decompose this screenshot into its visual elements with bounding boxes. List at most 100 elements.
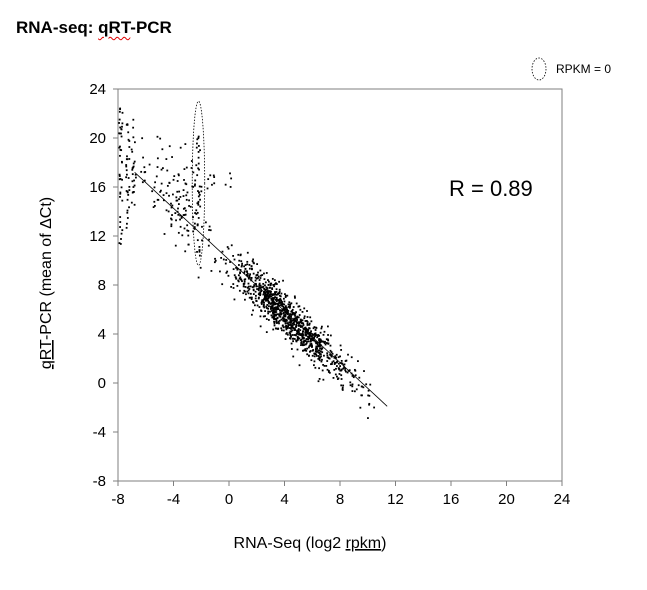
data-point <box>214 259 217 262</box>
data-point <box>286 310 289 313</box>
data-point <box>125 173 128 176</box>
data-point <box>280 299 283 302</box>
data-point <box>273 322 276 325</box>
data-point <box>127 131 130 134</box>
data-point <box>126 217 129 219</box>
data-point <box>183 227 186 230</box>
data-point <box>170 217 172 220</box>
data-point <box>253 284 256 287</box>
data-point <box>246 271 249 273</box>
data-point <box>254 290 257 293</box>
data-point <box>177 213 180 216</box>
x-tick-label: 24 <box>554 491 571 508</box>
data-point <box>267 289 269 292</box>
data-point <box>276 302 278 305</box>
data-point <box>159 137 162 140</box>
data-point <box>225 259 228 261</box>
data-point <box>296 337 299 340</box>
data-point <box>296 329 299 332</box>
data-point <box>302 324 305 326</box>
data-point <box>301 335 304 338</box>
data-point <box>310 359 313 362</box>
data-point <box>336 378 339 380</box>
data-point <box>289 303 292 306</box>
data-point <box>244 290 246 293</box>
data-point <box>335 353 338 356</box>
data-point <box>141 137 144 140</box>
data-point <box>270 314 273 317</box>
data-point <box>274 298 277 301</box>
data-point <box>229 186 232 188</box>
data-point <box>331 363 333 365</box>
data-point <box>221 283 224 286</box>
data-point <box>125 158 128 161</box>
page-title: RNA-seq: qRT-PCR <box>16 18 172 37</box>
data-point <box>309 338 312 341</box>
data-point <box>120 149 123 152</box>
data-point <box>312 337 315 340</box>
data-point <box>291 311 294 314</box>
data-point <box>248 276 251 279</box>
data-point <box>285 332 288 335</box>
data-point <box>295 332 298 335</box>
data-point <box>237 274 240 277</box>
data-point <box>320 340 322 343</box>
data-point <box>315 327 318 329</box>
data-point <box>299 324 302 327</box>
data-point <box>295 320 298 323</box>
data-point <box>299 329 302 332</box>
data-point <box>120 186 123 189</box>
data-point <box>367 394 370 397</box>
data-point <box>313 360 316 363</box>
data-point <box>314 329 317 331</box>
data-point <box>162 199 165 202</box>
data-point <box>288 306 291 309</box>
data-point <box>175 196 178 199</box>
data-point <box>327 369 330 372</box>
data-point <box>319 356 322 359</box>
data-point <box>298 305 301 308</box>
data-point <box>175 219 177 222</box>
data-point <box>282 316 285 319</box>
data-point <box>199 205 202 208</box>
data-point <box>293 338 296 340</box>
data-point <box>318 340 321 343</box>
data-point <box>315 334 318 336</box>
data-point <box>278 314 281 317</box>
data-point <box>301 319 304 322</box>
data-point <box>318 359 321 362</box>
data-point <box>297 329 300 332</box>
data-point <box>177 203 180 206</box>
data-point <box>296 321 299 324</box>
data-point <box>249 285 252 288</box>
data-point <box>291 310 293 312</box>
data-point <box>267 307 270 310</box>
data-point <box>294 312 297 315</box>
data-point <box>179 218 181 221</box>
data-point <box>252 258 255 261</box>
data-point <box>277 313 280 316</box>
data-point <box>238 264 240 266</box>
data-point <box>247 282 250 285</box>
data-point <box>128 140 131 142</box>
data-point <box>273 321 276 323</box>
data-point <box>183 179 185 181</box>
data-point <box>273 301 276 304</box>
data-point <box>284 296 287 299</box>
data-point <box>199 198 201 201</box>
data-point <box>284 293 286 296</box>
data-point <box>119 191 122 194</box>
data-point <box>271 287 273 290</box>
data-point <box>185 166 188 169</box>
data-point <box>314 366 317 369</box>
data-point <box>319 331 322 334</box>
data-point <box>320 325 323 328</box>
data-point <box>276 293 279 296</box>
data-point <box>273 315 276 318</box>
data-point <box>153 200 156 203</box>
data-point <box>304 348 307 350</box>
data-point <box>233 298 236 301</box>
data-point <box>273 314 276 316</box>
data-point <box>132 126 135 129</box>
data-point <box>313 355 316 358</box>
